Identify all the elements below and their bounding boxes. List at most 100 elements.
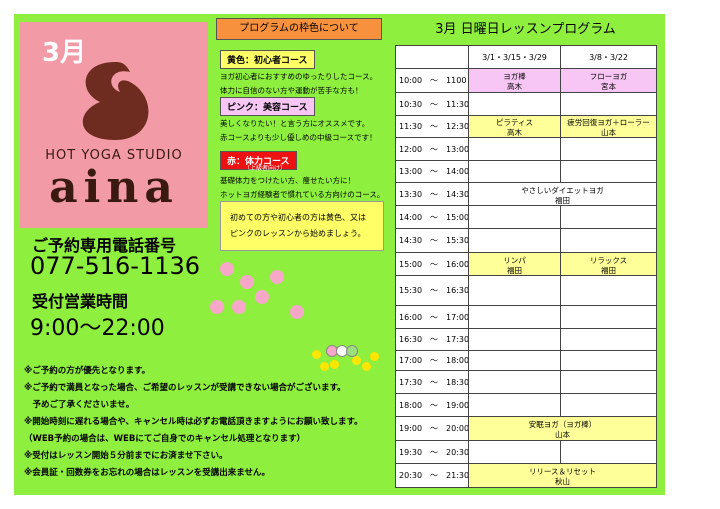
header-text: 3/8・3/22 xyxy=(589,53,628,62)
legend-title: プログラムの枠色について xyxy=(216,18,382,40)
hours: 9:00～22:00 xyxy=(30,316,165,341)
time: 14:30 ～ 15:30 xyxy=(399,236,469,245)
note: 予めご了承くださいませ。 xyxy=(24,400,135,410)
lesson-teacher: 福田 xyxy=(507,265,522,275)
lesson-cell xyxy=(560,160,657,183)
lesson-cell: リンパ 福田 xyxy=(468,252,561,276)
note: ※ご予約の方が優先となります。 xyxy=(24,366,151,376)
time: 19:00 ～ 20:00 xyxy=(399,424,469,433)
dango xyxy=(346,345,358,357)
lesson-cell: やさしいダイエットヨガ 福田 xyxy=(468,182,657,206)
time-cell: 13:30 ～ 14:30 xyxy=(395,182,469,206)
course-desc: 体力に自信のない方や運動が苦手な方も！ xyxy=(220,86,363,95)
studio-name: HOT YOGA STUDIO xyxy=(45,148,183,163)
note: ※会員証・回数券をお忘れの場合はレッスンを受講出来ません。 xyxy=(24,468,271,478)
time-cell: 18:00 ～ 19:00 xyxy=(395,393,469,417)
course-sub: （上級者向け） xyxy=(244,165,287,172)
note-line: 初めての方や初心者の方は黄色、又は xyxy=(230,213,366,222)
lesson-teacher: 高木 xyxy=(507,128,522,137)
lesson-cell xyxy=(560,137,657,161)
brand: aina xyxy=(49,162,179,213)
lesson-cell xyxy=(468,350,561,371)
flower xyxy=(320,362,329,371)
lesson-cell: ピラティス 高木 xyxy=(468,115,561,138)
lesson-cell xyxy=(468,393,561,417)
course-desc: ホットヨガ経験者で慣れている方向けのコース。 xyxy=(220,190,385,199)
time-cell: 17:00 ～ 18:00 xyxy=(395,350,469,371)
time: 16:30 ～ 17:30 xyxy=(399,335,469,344)
time-cell: 12:00 ～ 13:00 xyxy=(395,137,469,161)
blossom xyxy=(270,270,284,284)
lesson-cell xyxy=(560,92,657,116)
lesson-teacher: 福田 xyxy=(555,195,570,205)
header-text: 3/1・3/15・3/29 xyxy=(482,53,547,62)
lesson-cell xyxy=(468,228,561,253)
blossom xyxy=(255,290,269,304)
header-cell: 3/8・3/22 xyxy=(560,45,657,69)
time: 15:30 ～ 16:30 xyxy=(399,286,469,295)
header-cell xyxy=(395,45,469,69)
lesson-name: 疲労回復ヨガ＋ローラー xyxy=(567,118,650,127)
logo-box: 3月 HOT YOGA STUDIO aina xyxy=(20,22,208,228)
lesson-cell xyxy=(468,160,561,183)
note: ※開始時刻に遅れる場合や、キャンセル時は必ずお電話頂きますようにお願い致します。 xyxy=(24,417,363,427)
lesson-name: ピラティス xyxy=(495,118,534,127)
lesson-cell xyxy=(560,370,657,394)
lesson-cell xyxy=(560,350,657,371)
time: 10:30 ～ 11:30 xyxy=(399,99,469,109)
lesson-cell xyxy=(560,275,657,306)
lesson-cell xyxy=(468,137,561,161)
lesson-cell xyxy=(468,370,561,394)
lesson-name: やさしいダイエットヨガ xyxy=(521,185,604,195)
time-cell: 10:00 ～ 1100 xyxy=(395,68,469,93)
time-cell: 10:30 ～ 11:30 xyxy=(395,92,469,116)
lesson-cell: 安眠ヨガ（ヨガ棒） 山本 xyxy=(468,416,657,441)
blossom xyxy=(240,275,254,289)
time: 18:00 ～ 19:00 xyxy=(399,400,469,410)
blossom xyxy=(220,262,234,276)
lesson-cell xyxy=(468,440,561,464)
lesson-cell xyxy=(560,440,657,464)
time: 13:00 ～ 14:00 xyxy=(399,167,469,176)
note: （WEB予約の場合は、WEBにてご自身でのキャンセル処理となります） xyxy=(24,434,306,444)
lesson-cell: リラックス 福田 xyxy=(560,252,657,276)
lesson-name: フローヨガ xyxy=(589,72,628,81)
time-cell: 13:00 ～ 14:00 xyxy=(395,160,469,183)
lesson-cell xyxy=(560,205,657,229)
lesson-teacher: 山本 xyxy=(601,128,616,137)
flower xyxy=(352,356,361,365)
course-desc: ヨガ初心者におすすめのゆったりしたコース。 xyxy=(220,72,378,81)
time-cell: 20:30 ～ 21:30 xyxy=(395,463,469,488)
phone: 077-516-1136 xyxy=(30,252,201,280)
time: 20:30 ～ 21:30 xyxy=(399,471,469,480)
note: ※受付はレッスン開始５分前までにお済ませ下さい。 xyxy=(24,451,228,461)
logo-leaf xyxy=(82,62,149,140)
lesson-cell xyxy=(468,205,561,229)
lesson-cell xyxy=(560,328,657,351)
blossom xyxy=(210,300,224,314)
lesson-teacher: 山本 xyxy=(555,430,570,439)
time-cell: 14:30 ～ 15:30 xyxy=(395,228,469,253)
hours-label: 受付営業時間 xyxy=(32,292,129,311)
lesson-cell: 疲労回復ヨガ＋ローラー 山本 xyxy=(560,115,657,138)
lesson-name: リラックス xyxy=(589,255,628,265)
lesson-cell xyxy=(468,328,561,351)
time: 10:00 ～ 1100 xyxy=(399,76,467,85)
note: ※ご予約で満員となった場合、ご希望のレッスンが受講できない場合がございます。 xyxy=(24,383,346,393)
phone-label: ご予約専用電話番号 xyxy=(32,236,177,255)
flower xyxy=(330,360,339,369)
course-label: 赤：体力コース xyxy=(220,151,297,170)
lesson-teacher: 福田 xyxy=(601,265,616,275)
lesson-cell xyxy=(560,305,657,329)
lesson-cell xyxy=(468,305,561,329)
time: 16:00 ～ 17:00 xyxy=(399,312,469,322)
lesson-teacher: 秋山 xyxy=(555,477,570,486)
time-cell: 11:30 ～ 12:30 xyxy=(395,115,469,138)
lesson-cell: ヨガ棒 高木 xyxy=(468,68,561,93)
lesson-name: ヨガ棒 xyxy=(503,72,526,81)
logo-art xyxy=(82,62,149,140)
month: 3月 xyxy=(42,38,87,68)
time: 15:00 ～ 16:00 xyxy=(399,259,469,269)
lesson-name: リンパ xyxy=(503,255,526,265)
course-desc: 美しくなりたい！と言う方にオススメです。 xyxy=(220,119,370,128)
